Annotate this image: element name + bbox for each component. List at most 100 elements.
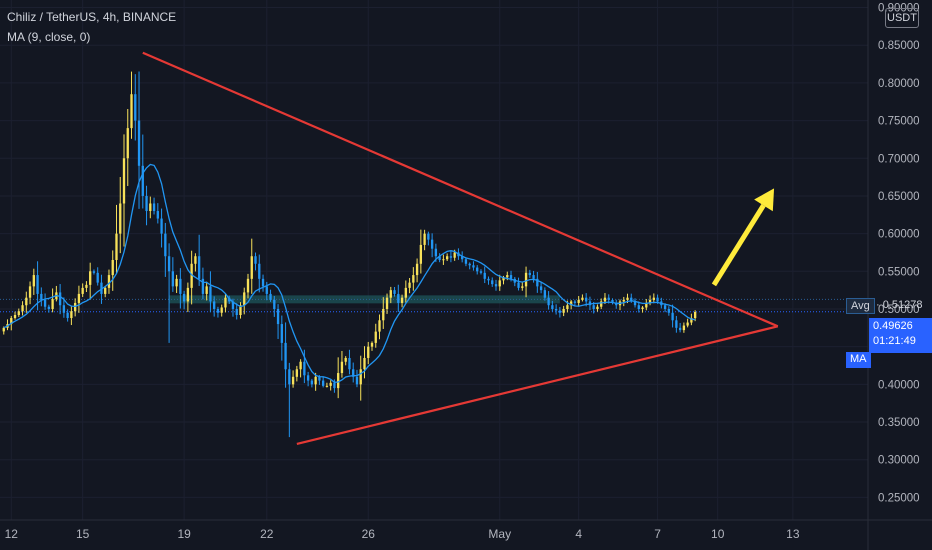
price-axis[interactable]: 0.900000.850000.800000.750000.700000.650… xyxy=(878,3,920,505)
candle-body xyxy=(378,320,381,332)
candle-body xyxy=(615,302,618,306)
candle-body xyxy=(404,287,407,298)
candle-body xyxy=(47,306,51,309)
grid xyxy=(0,0,868,520)
candle-body xyxy=(194,256,197,264)
candle-body xyxy=(145,195,148,212)
candle-body xyxy=(85,284,88,288)
time-tick-label: May xyxy=(488,527,511,541)
candle-body xyxy=(397,293,400,303)
time-tick-label: 7 xyxy=(654,527,661,541)
time-tick-label: 13 xyxy=(786,527,800,541)
candle-body xyxy=(107,275,111,288)
candle-body xyxy=(506,275,509,278)
candle-body xyxy=(686,322,689,326)
candle-body xyxy=(423,233,426,245)
candle-body xyxy=(675,320,678,328)
candle-body xyxy=(119,203,122,234)
candle-body xyxy=(393,290,396,294)
price-tick-label: 0.35000 xyxy=(878,417,920,429)
candle-body xyxy=(100,282,103,294)
candle-body xyxy=(231,301,235,309)
candle-body xyxy=(408,282,411,288)
price-tick-label: 0.55000 xyxy=(878,266,920,278)
candle-body xyxy=(434,248,438,257)
candle-body xyxy=(329,382,332,386)
candle-body xyxy=(562,308,565,313)
candle-body xyxy=(491,280,494,285)
currency-unit-button[interactable]: USDT xyxy=(885,8,919,28)
candle-body xyxy=(156,211,159,219)
last-price-tag: 0.49626 01:21:49 xyxy=(869,318,932,353)
candle-body xyxy=(216,308,220,313)
candle-body xyxy=(596,306,599,309)
candle-body xyxy=(303,361,306,376)
candle-body xyxy=(190,263,193,288)
time-tick-label: 12 xyxy=(5,527,19,541)
symbol-legend[interactable]: Chiliz / TetherUS, 4h, BINANCE xyxy=(7,10,177,24)
candle-body xyxy=(607,297,610,300)
candle-body xyxy=(254,256,257,264)
candle-body xyxy=(209,286,212,302)
candle-body xyxy=(558,310,562,313)
candle-body xyxy=(671,312,674,321)
candle-body xyxy=(66,312,69,319)
candle-body xyxy=(269,293,272,300)
candle-body xyxy=(445,256,449,260)
candle-body xyxy=(461,256,464,260)
candle-body xyxy=(498,280,501,287)
candle-body xyxy=(81,287,84,294)
candle-body xyxy=(288,369,291,385)
candle-body xyxy=(17,311,20,316)
time-tick-label: 26 xyxy=(362,527,376,541)
drawings[interactable] xyxy=(142,51,779,445)
candle-body xyxy=(494,284,498,287)
time-tick-label: 15 xyxy=(76,527,90,541)
time-tick-label: 10 xyxy=(711,527,725,541)
candle-body xyxy=(652,297,655,300)
candle-body xyxy=(126,128,129,159)
candle-body xyxy=(115,233,118,260)
candle-body xyxy=(92,271,96,273)
candle-body xyxy=(160,218,163,234)
candle-body xyxy=(28,286,32,298)
candle-body xyxy=(547,297,550,306)
indicator-legend[interactable]: MA (9, close, 0) xyxy=(7,30,91,44)
time-tick-label: 19 xyxy=(177,527,191,541)
candle-body xyxy=(179,278,182,294)
candle-body xyxy=(276,308,280,325)
candle-body xyxy=(314,376,317,385)
candle-body xyxy=(400,297,404,303)
candle-body xyxy=(261,278,265,287)
candle-body xyxy=(656,297,659,302)
candle-body xyxy=(355,376,359,385)
candle-body xyxy=(182,293,186,302)
candle-body xyxy=(532,275,535,279)
time-axis[interactable]: 12 15 19 22 26 May 4 7 10 13 xyxy=(5,527,800,541)
candle-body xyxy=(415,263,419,276)
candle-body xyxy=(382,308,385,321)
candle-body xyxy=(536,278,539,287)
candle-body xyxy=(573,301,577,303)
candle-body xyxy=(663,305,667,309)
avg-price-band xyxy=(169,295,560,304)
candle-body xyxy=(367,346,370,358)
candle-body xyxy=(73,302,77,312)
candle-body xyxy=(389,290,392,298)
candle-body xyxy=(51,299,54,309)
candles xyxy=(2,71,697,438)
candle-body xyxy=(149,203,152,212)
breakout-arrow-head xyxy=(754,188,775,212)
candle-body xyxy=(693,312,697,319)
price-tick-label: 0.25000 xyxy=(878,492,920,504)
candle-body xyxy=(476,267,479,272)
candle-body xyxy=(213,301,216,309)
candle-body xyxy=(205,286,208,294)
candle-body xyxy=(588,301,592,306)
candle-body xyxy=(70,311,73,319)
candle-body xyxy=(427,233,430,240)
candle-body xyxy=(479,271,483,273)
candle-body xyxy=(641,307,644,309)
candle-body xyxy=(273,299,276,309)
